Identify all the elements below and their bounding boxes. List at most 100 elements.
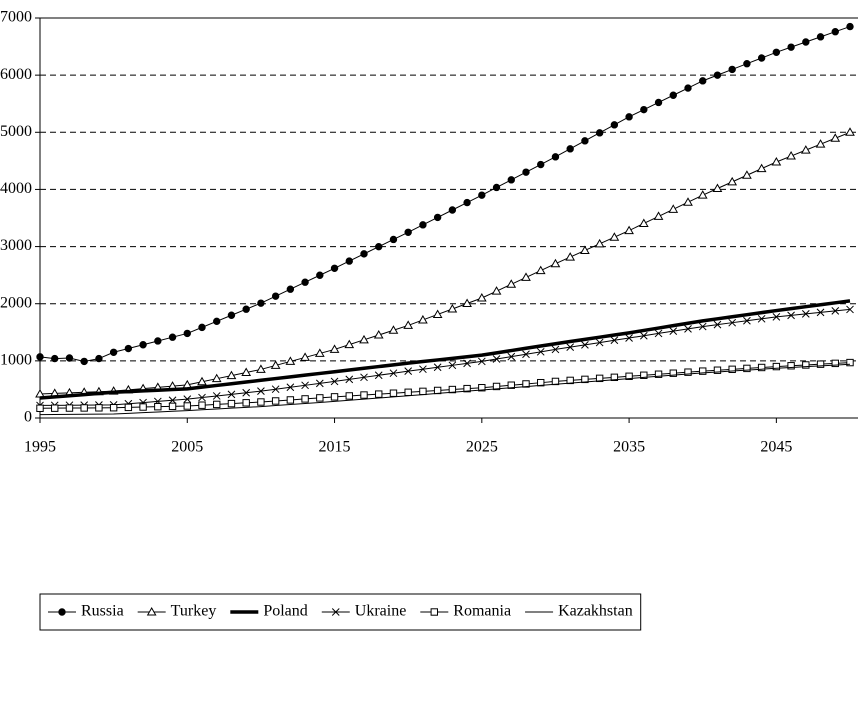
marker <box>271 397 280 405</box>
marker <box>389 389 398 397</box>
marker <box>404 228 412 236</box>
marker <box>669 327 678 335</box>
marker <box>742 170 752 179</box>
marker <box>124 344 133 353</box>
marker <box>638 218 649 227</box>
marker <box>257 299 265 307</box>
marker <box>683 197 693 206</box>
marker <box>816 360 825 368</box>
marker <box>146 606 157 616</box>
marker <box>345 375 354 384</box>
marker <box>831 359 839 368</box>
marker <box>80 404 88 412</box>
marker <box>271 385 280 394</box>
marker <box>831 307 840 315</box>
marker <box>463 384 471 393</box>
marker <box>433 213 442 222</box>
marker <box>595 374 604 383</box>
marker <box>699 77 707 85</box>
legend-label: Russia <box>81 603 124 620</box>
marker <box>669 91 677 99</box>
marker <box>713 71 722 79</box>
marker <box>301 381 309 390</box>
marker <box>211 373 222 383</box>
marker <box>492 183 501 192</box>
marker <box>183 329 191 338</box>
legend-item: Ukraine <box>321 603 406 620</box>
marker <box>286 383 295 392</box>
marker <box>419 365 427 374</box>
marker <box>640 371 648 379</box>
marker <box>433 363 442 372</box>
marker <box>535 265 546 275</box>
legend-item: Poland <box>230 603 308 620</box>
marker <box>492 355 501 363</box>
series-line <box>39 308 851 406</box>
marker <box>329 344 340 353</box>
legend-item: Turkey <box>137 603 216 620</box>
marker <box>507 381 515 389</box>
marker <box>360 373 368 382</box>
marker <box>301 278 309 286</box>
marker <box>462 298 472 307</box>
marker <box>198 393 206 402</box>
marker <box>286 396 295 404</box>
marker <box>315 379 324 388</box>
marker <box>330 377 339 386</box>
x-tick-label: 2025 <box>466 439 498 456</box>
marker <box>787 311 795 320</box>
marker <box>713 320 722 329</box>
marker <box>816 33 825 41</box>
marker <box>404 388 412 396</box>
marker <box>610 336 619 345</box>
marker <box>65 404 74 412</box>
marker <box>699 367 707 375</box>
marker <box>507 352 516 361</box>
marker <box>580 245 590 254</box>
marker <box>418 314 428 324</box>
marker <box>359 334 369 344</box>
marker <box>757 54 766 62</box>
marker <box>197 376 207 386</box>
marker <box>771 156 782 166</box>
series-line <box>39 299 851 400</box>
marker <box>728 318 737 327</box>
marker <box>668 204 679 213</box>
marker <box>316 271 324 279</box>
marker <box>565 252 576 261</box>
marker <box>551 153 560 161</box>
marker <box>697 190 708 199</box>
marker <box>419 221 427 229</box>
marker <box>168 333 177 341</box>
marker <box>242 305 250 313</box>
marker <box>786 151 796 160</box>
legend-item: Kazakhstan <box>525 603 633 620</box>
marker <box>314 348 325 357</box>
marker <box>845 127 855 136</box>
marker <box>227 390 236 399</box>
marker <box>51 404 59 412</box>
marker <box>227 311 236 319</box>
marker <box>388 325 399 334</box>
legend-box <box>39 593 642 631</box>
y-tick-label: 4000 <box>0 180 32 197</box>
legend-label: Poland <box>263 603 307 620</box>
marker <box>227 399 236 408</box>
marker <box>124 403 133 412</box>
marker <box>286 285 295 293</box>
marker <box>522 380 530 388</box>
marker <box>727 176 738 186</box>
marker <box>139 341 147 349</box>
marker <box>271 292 280 300</box>
marker <box>448 206 457 214</box>
marker <box>213 400 221 409</box>
marker <box>800 145 811 154</box>
marker <box>713 366 722 374</box>
marker <box>373 330 384 339</box>
marker <box>846 22 854 31</box>
marker <box>242 388 251 397</box>
marker <box>198 401 206 409</box>
marker <box>374 371 383 380</box>
marker <box>654 98 663 107</box>
